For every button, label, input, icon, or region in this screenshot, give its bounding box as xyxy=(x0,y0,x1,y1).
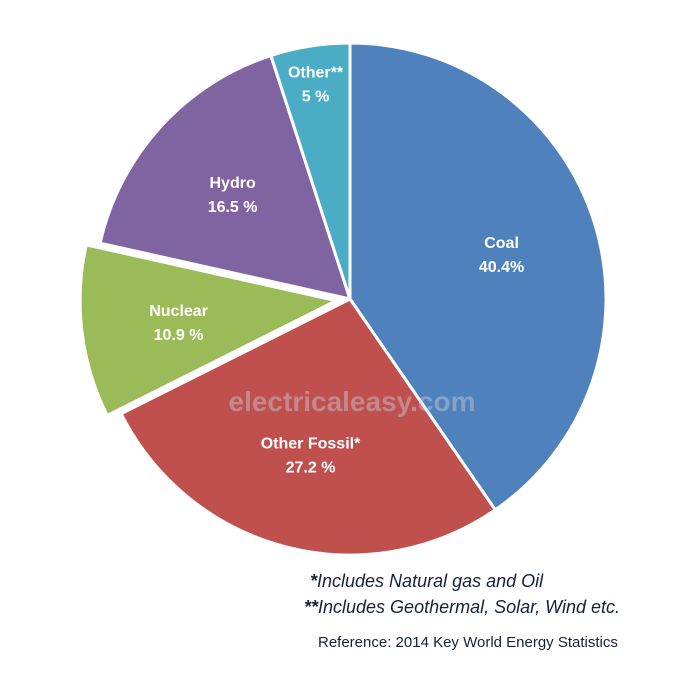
watermark: electricaleasy.com xyxy=(229,386,476,417)
pie-slices xyxy=(78,41,608,557)
slice-value-label-other-fossil: 27.2 % xyxy=(286,460,336,477)
slice-name-label-nuclear: Nuclear xyxy=(149,303,208,320)
slice-value-label-other: 5 % xyxy=(302,89,330,106)
reference-note: Reference: 2014 Key World Energy Statist… xyxy=(318,634,618,651)
footnote-2: **Includes Geothermal, Solar, Wind etc. xyxy=(304,597,620,618)
pie-slice-other xyxy=(269,41,352,300)
footnote-2-text: Includes Geothermal, Solar, Wind etc. xyxy=(318,597,620,617)
slice-name-label-coal: Coal xyxy=(484,235,519,252)
slice-name-label-other: Other** xyxy=(288,65,344,82)
pie-slice-other-fossil xyxy=(119,297,498,557)
pie-slice-coal xyxy=(348,41,608,512)
footnote-1: *Includes Natural gas and Oil xyxy=(310,571,543,592)
slice-value-label-nuclear: 10.9 % xyxy=(154,327,204,344)
pie-slice-hydro xyxy=(98,53,353,302)
footnote-1-text: Includes Natural gas and Oil xyxy=(317,571,544,591)
slice-value-label-coal: 40.4% xyxy=(479,259,524,276)
slice-name-label-other-fossil: Other Fossil* xyxy=(261,436,361,453)
footnote-1-mark: * xyxy=(310,571,318,591)
pie-labels: Coal 40.4% Other Fossil* 27.2 % Nuclear 10.9 … xyxy=(149,65,524,477)
slice-name-label-hydro: Hydro xyxy=(209,175,255,192)
pie-slice-nuclear xyxy=(78,243,341,418)
slice-value-label-hydro: 16.5 % xyxy=(208,199,258,216)
footnote-2-mark: ** xyxy=(304,597,319,617)
